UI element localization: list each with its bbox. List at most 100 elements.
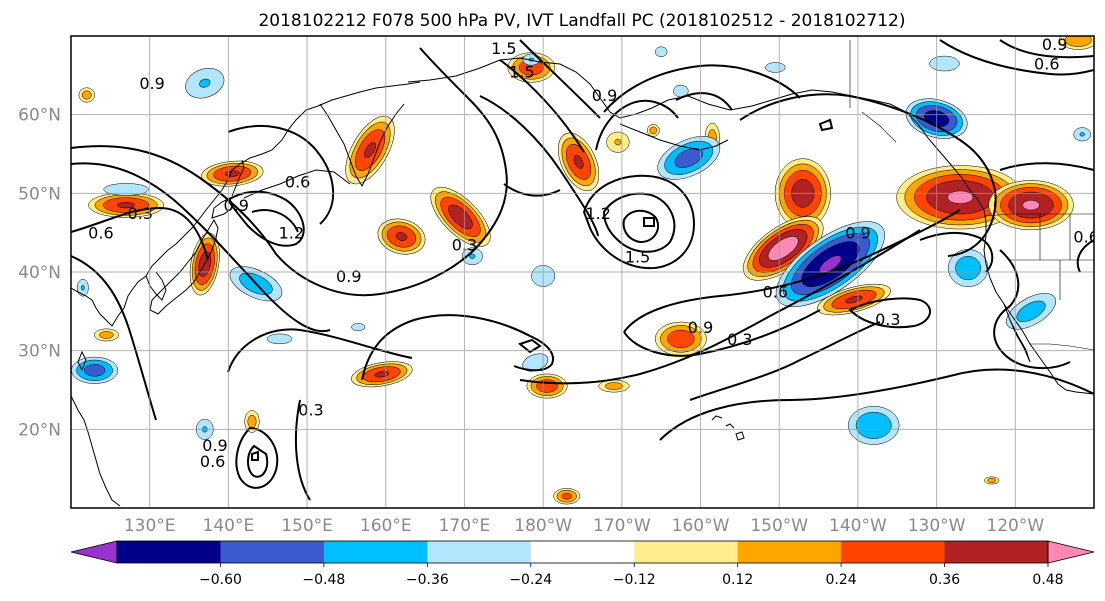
contour-line [71, 206, 209, 261]
border-us-mexico [1030, 343, 1094, 351]
pv-positive-anomaly [244, 410, 260, 433]
contour-label: 0.9 [1042, 35, 1067, 54]
colorbar-segment [737, 541, 842, 563]
pv-shading-level [929, 55, 960, 72]
pv-shading-level [1079, 132, 1085, 137]
contour-line [71, 47, 508, 297]
contour-line [517, 338, 542, 354]
contour-line [503, 183, 561, 197]
contour-label: 0.9 [336, 267, 361, 286]
colorbar-tick-label: −0.24 [509, 572, 552, 588]
contour-label: 0.6 [88, 224, 113, 243]
longitude-label: 120°W [986, 516, 1044, 536]
contour-label: 1.2 [586, 204, 611, 223]
contour-line [595, 99, 679, 151]
contour-line [226, 190, 305, 247]
longitude-label: 170°W [593, 516, 651, 536]
pv-shading-level [1016, 300, 1046, 322]
contour-label: 0.6 [763, 283, 788, 302]
coastline-north-america-west [983, 209, 1094, 395]
pv-negative-anomaly [1073, 127, 1091, 142]
pv-shading-level [1022, 199, 1040, 211]
coastline-japan [149, 218, 219, 315]
contour-line [251, 450, 259, 461]
coastline-philippines [71, 395, 121, 507]
colorbar-segment [117, 541, 221, 563]
pv-positive-anomaly [526, 373, 568, 399]
pv-negative-anomaly [76, 278, 89, 297]
colorbar-tick-label: 0.12 [722, 572, 753, 588]
graticule [71, 36, 1094, 508]
colorbar-extend-high [1047, 540, 1095, 564]
longitude-label: 130°E [124, 516, 176, 536]
contour-label: 0.6 [200, 452, 225, 471]
contour-label: 1.5 [625, 247, 650, 266]
pv-shading-level [351, 323, 366, 331]
longitude-label: 130°W [908, 516, 966, 536]
pv-positive-anomaly [646, 124, 660, 137]
pv-shading-level [364, 142, 376, 159]
contour-line [519, 229, 921, 385]
pv-negative-anomaly [947, 249, 989, 287]
colorbar-tick-label: −0.12 [613, 572, 656, 588]
colorbar-tick-label: −0.36 [406, 572, 449, 588]
pv-negative-anomaly [461, 247, 483, 266]
pv-positive-anomaly [345, 115, 395, 185]
contour-label: 0.6 [285, 173, 310, 192]
pv-anomaly-layer [71, 36, 1094, 505]
coastline-sakhalin [231, 159, 245, 197]
contour-label: 0.3 [298, 401, 323, 420]
pv-positive-anomaly [984, 476, 1000, 485]
pv-negative-anomaly [266, 333, 293, 345]
pv-shading-level [199, 78, 211, 88]
contour-label: 0.3 [727, 330, 752, 349]
contour-label: 1.2 [279, 224, 304, 243]
coastline-kamchatka [319, 103, 405, 188]
pv-positive-anomaly [377, 218, 426, 255]
contour-label: 0.9 [202, 436, 227, 455]
pv-shading-level [1064, 36, 1092, 47]
latitude-label: 20°N [18, 420, 61, 440]
pv-shading-level [855, 411, 892, 439]
pv-negative-anomaly [351, 323, 366, 331]
pv-shading-level [767, 236, 799, 261]
pv-shading-level [81, 90, 92, 100]
pv-shading-level [469, 253, 476, 259]
contour-line [294, 399, 311, 501]
pv-positive-anomaly [430, 186, 491, 247]
colorbar-tick-label: 0.48 [1032, 572, 1063, 588]
pv-shading-level [573, 154, 584, 169]
contour-label: 0.6 [1073, 228, 1098, 247]
colorbar-segment [220, 541, 325, 563]
pv-shading-level [395, 232, 408, 241]
latitude-label: 60°N [18, 106, 61, 126]
contour-line [939, 39, 1094, 76]
pv-positive-anomaly [606, 131, 630, 153]
contour-label: 1.5 [491, 39, 516, 58]
contour-line [603, 64, 801, 113]
colorbar: −0.60 −0.48 −0.36 −0.24 −0.12 0.12 0.24 0.36 0.4… [70, 540, 1095, 588]
contour-label: 0.9 [139, 74, 164, 93]
figure-title: 2018102212 F078 500 hPa PV, IVT Landfall… [258, 11, 905, 31]
colorbar-segment [944, 541, 1049, 563]
pv-shading-level [654, 46, 668, 57]
latitude-label: 30°N [18, 342, 61, 362]
longitude-label: 180°W [514, 516, 572, 536]
pv-positive-anomaly [553, 488, 581, 505]
pv-positive-anomaly [655, 321, 707, 356]
colorbar-segment [634, 541, 739, 563]
pv-shading-level [819, 255, 842, 273]
longitude-label: 160°E [360, 516, 412, 536]
pv-positive-anomaly [1058, 36, 1094, 50]
contour-line [602, 192, 676, 253]
pv-shading-level [80, 285, 85, 291]
border-states [1010, 214, 1094, 300]
contour-line [1076, 239, 1094, 273]
contour-line [227, 125, 334, 225]
pv-shading-level [99, 331, 114, 339]
contour-line [848, 297, 931, 329]
longitude-label: 140°E [203, 516, 255, 536]
longitude-labels: 130°E 140°E 150°E 160°E 170°E 180°W 170°W 160°W… [124, 516, 1045, 536]
pv-negative-anomaly [765, 62, 786, 73]
pv-shading-level [604, 382, 624, 390]
